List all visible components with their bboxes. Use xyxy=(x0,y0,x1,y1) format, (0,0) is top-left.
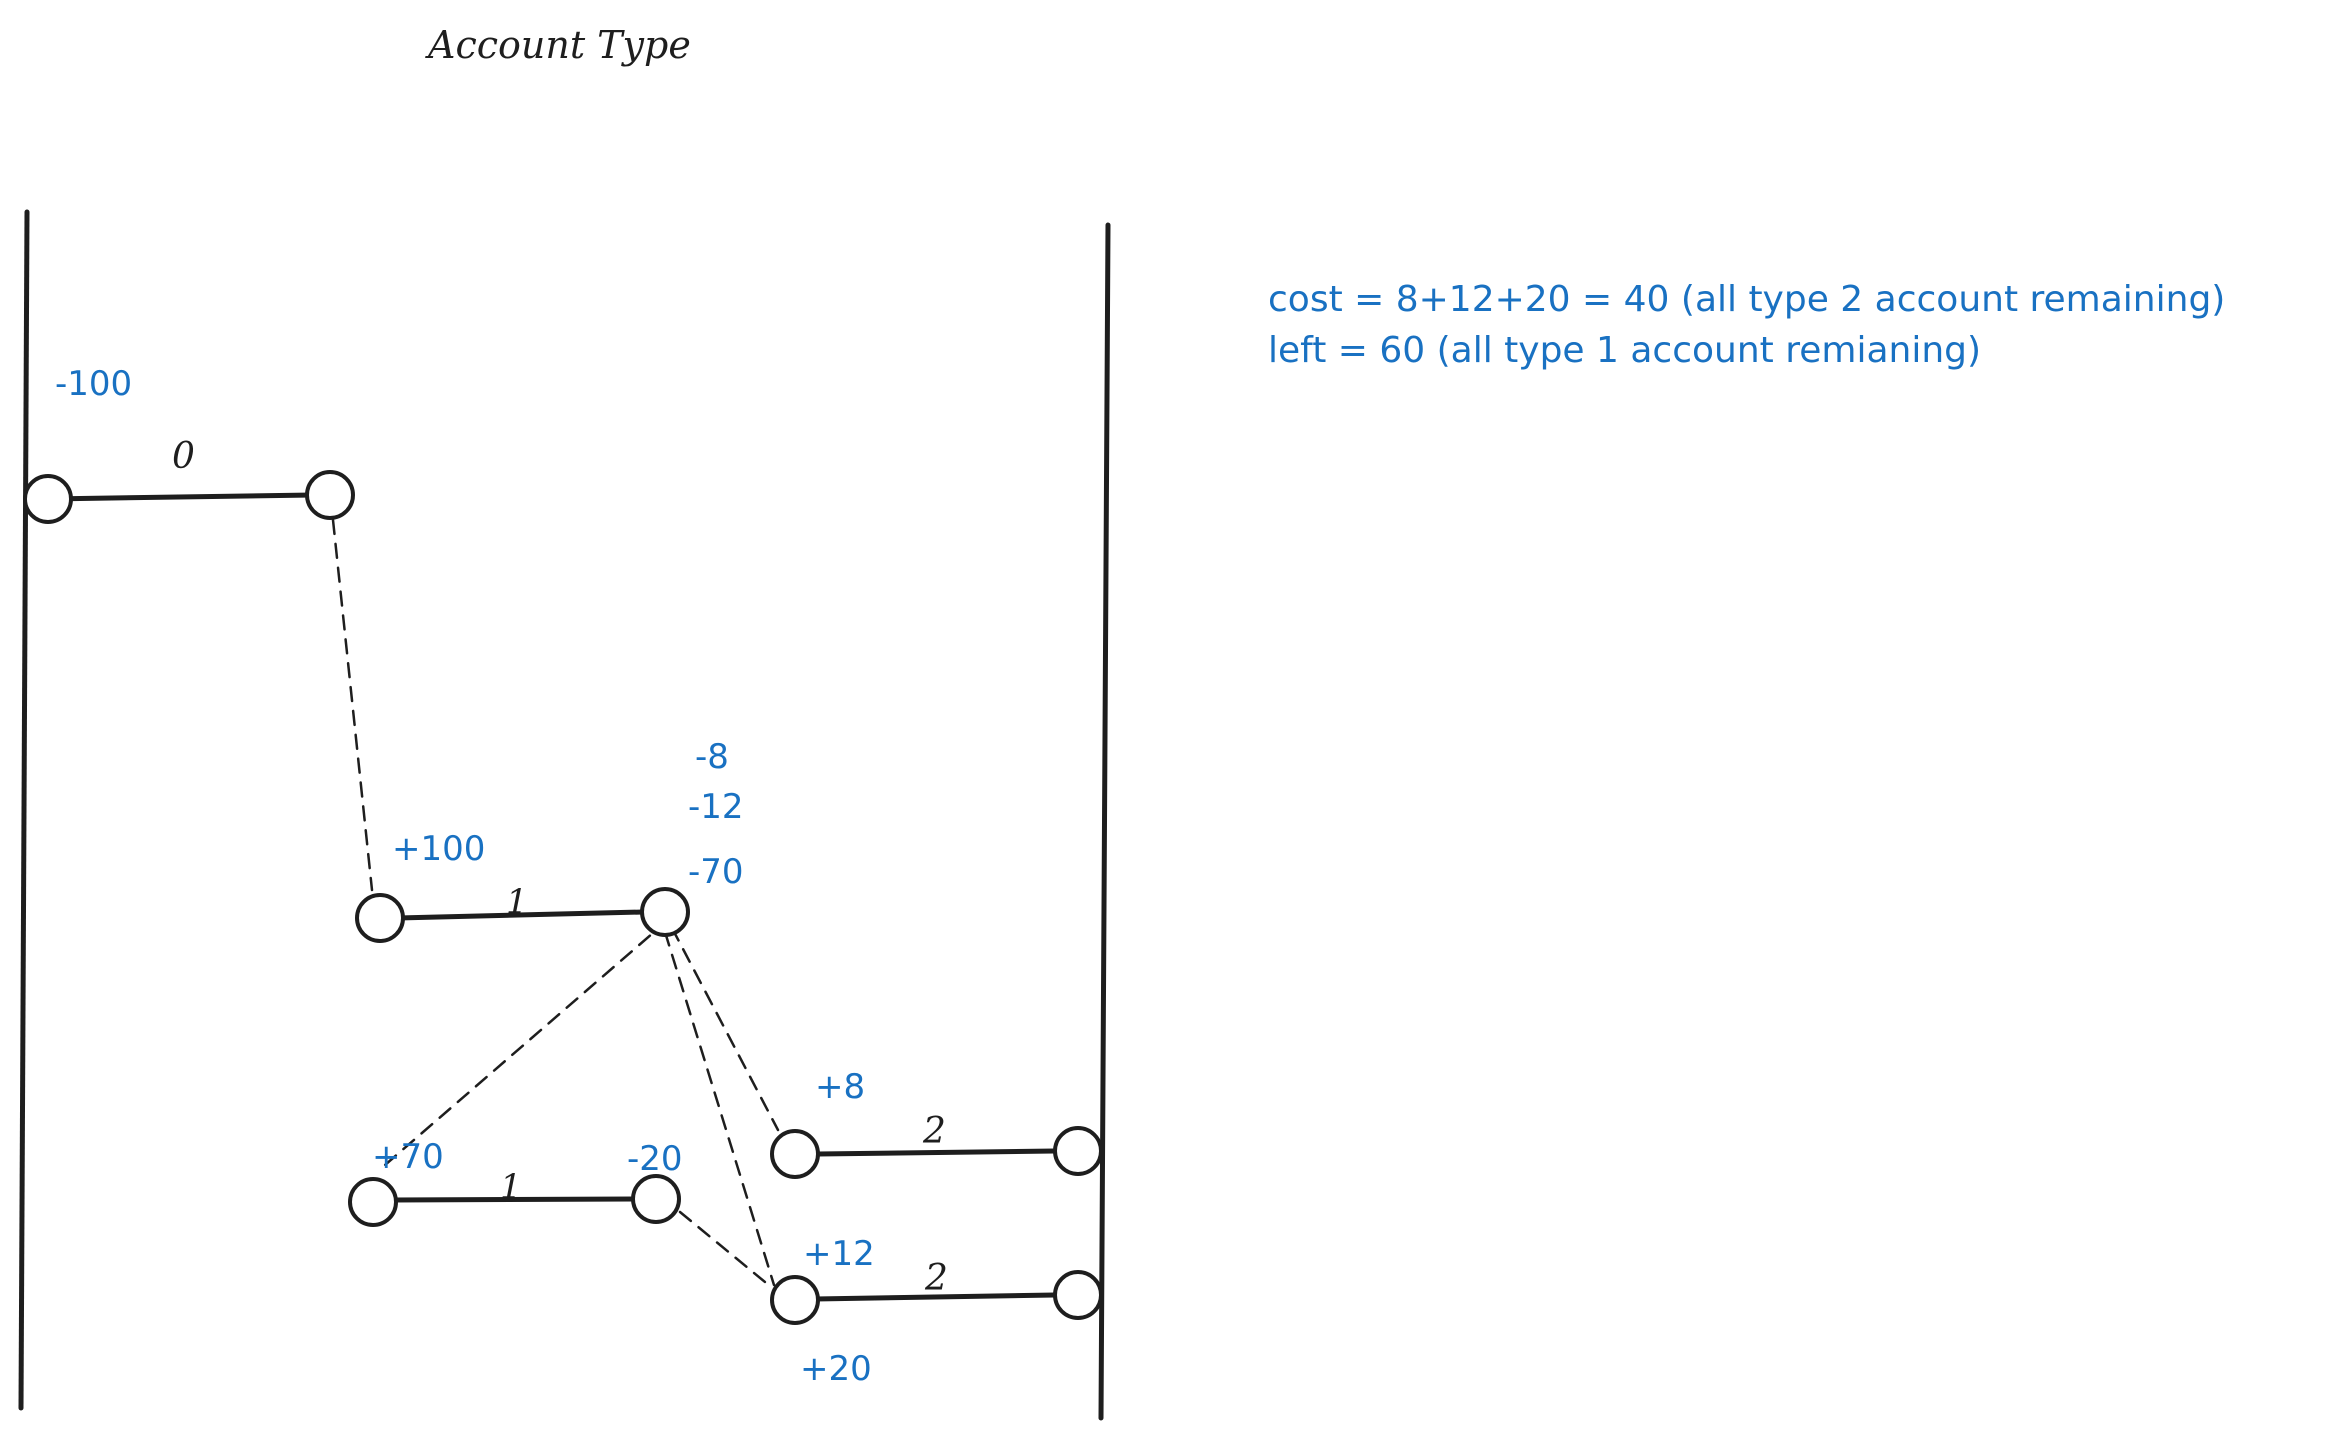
edge-weight-1-lower: 1 xyxy=(500,1167,522,1207)
value-n2b: -12 xyxy=(688,787,744,827)
edge-weight-2-lower: 2 xyxy=(924,1258,948,1299)
node-n3 xyxy=(348,1177,398,1227)
value-n3: +70 xyxy=(372,1137,444,1177)
node-n7 xyxy=(770,1129,820,1179)
dashed-link-n1-n2 xyxy=(331,518,374,892)
node-n2 xyxy=(355,893,405,943)
value-n5: +8 xyxy=(815,1067,865,1107)
edge-weight-0: 0 xyxy=(172,436,195,477)
edge-weight-2-upper: 2 xyxy=(922,1111,946,1152)
edge-weight-1-upper: 1 xyxy=(506,882,528,922)
value-n0: -100 xyxy=(55,364,132,404)
dashed-link-n6-n9 xyxy=(678,1210,767,1284)
value-n2c: -70 xyxy=(688,852,744,892)
node-n9 xyxy=(770,1275,820,1325)
node-n10 xyxy=(1053,1270,1103,1320)
edge-type-2-lower xyxy=(812,1292,1058,1302)
value-n1: +100 xyxy=(392,829,485,869)
dashed-link-n4-n3 xyxy=(383,918,670,1167)
right-boundary-line xyxy=(1098,222,1111,1421)
dashed-link-n4-n7 xyxy=(670,926,780,1132)
value-n2a: -8 xyxy=(695,737,729,777)
value-n4: -20 xyxy=(627,1139,683,1179)
cost-note: cost = 8+12+20 = 40 (all type 2 account … xyxy=(1268,279,2225,320)
edge-type-1-lower xyxy=(390,1196,638,1203)
diagram-title: Account Type xyxy=(425,23,691,67)
value-n6a: +12 xyxy=(803,1234,875,1274)
edge-type-1-upper xyxy=(395,909,646,921)
left-boundary-line xyxy=(18,209,30,1411)
node-source xyxy=(23,474,73,524)
edge-type-0 xyxy=(45,492,316,502)
dashed-link-n4-n9 xyxy=(663,930,776,1287)
left-note: left = 60 (all type 1 account remianing) xyxy=(1268,330,1981,371)
value-n6b: +20 xyxy=(800,1349,872,1389)
node-n4 xyxy=(640,887,690,937)
node-n6 xyxy=(631,1174,681,1224)
node-n8 xyxy=(1053,1126,1103,1176)
node-n1 xyxy=(305,470,355,520)
edge-type-2-upper xyxy=(815,1148,1058,1157)
